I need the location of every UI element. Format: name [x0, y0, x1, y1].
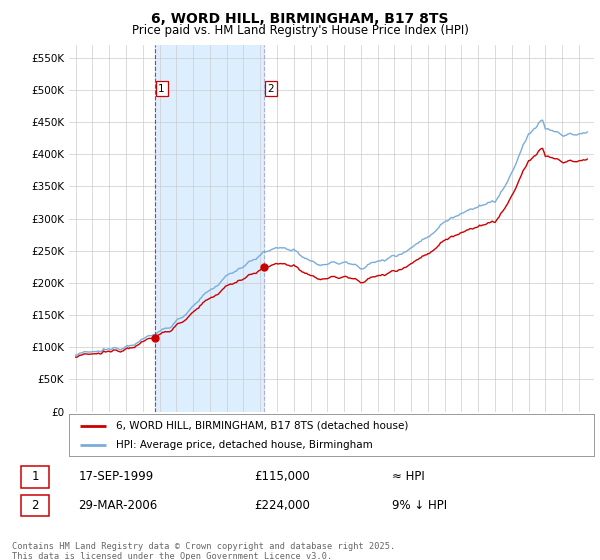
Text: 2: 2 — [268, 84, 274, 94]
Text: £224,000: £224,000 — [254, 498, 310, 512]
Text: HPI: Average price, detached house, Birmingham: HPI: Average price, detached house, Birm… — [116, 440, 373, 450]
Text: 2: 2 — [31, 498, 39, 512]
Text: 1: 1 — [158, 84, 165, 94]
Bar — [155, 45, 264, 412]
Text: £115,000: £115,000 — [254, 470, 310, 483]
Text: 17-SEP-1999: 17-SEP-1999 — [78, 470, 154, 483]
Text: ≈ HPI: ≈ HPI — [392, 470, 425, 483]
FancyBboxPatch shape — [20, 466, 49, 488]
FancyBboxPatch shape — [20, 494, 49, 516]
Text: 6, WORD HILL, BIRMINGHAM, B17 8TS (detached house): 6, WORD HILL, BIRMINGHAM, B17 8TS (detac… — [116, 421, 409, 431]
Text: 1: 1 — [31, 470, 39, 483]
Text: 9% ↓ HPI: 9% ↓ HPI — [392, 498, 447, 512]
Text: Contains HM Land Registry data © Crown copyright and database right 2025.
This d: Contains HM Land Registry data © Crown c… — [12, 542, 395, 560]
Text: 6, WORD HILL, BIRMINGHAM, B17 8TS: 6, WORD HILL, BIRMINGHAM, B17 8TS — [151, 12, 449, 26]
Text: Price paid vs. HM Land Registry's House Price Index (HPI): Price paid vs. HM Land Registry's House … — [131, 24, 469, 36]
Text: 29-MAR-2006: 29-MAR-2006 — [78, 498, 157, 512]
